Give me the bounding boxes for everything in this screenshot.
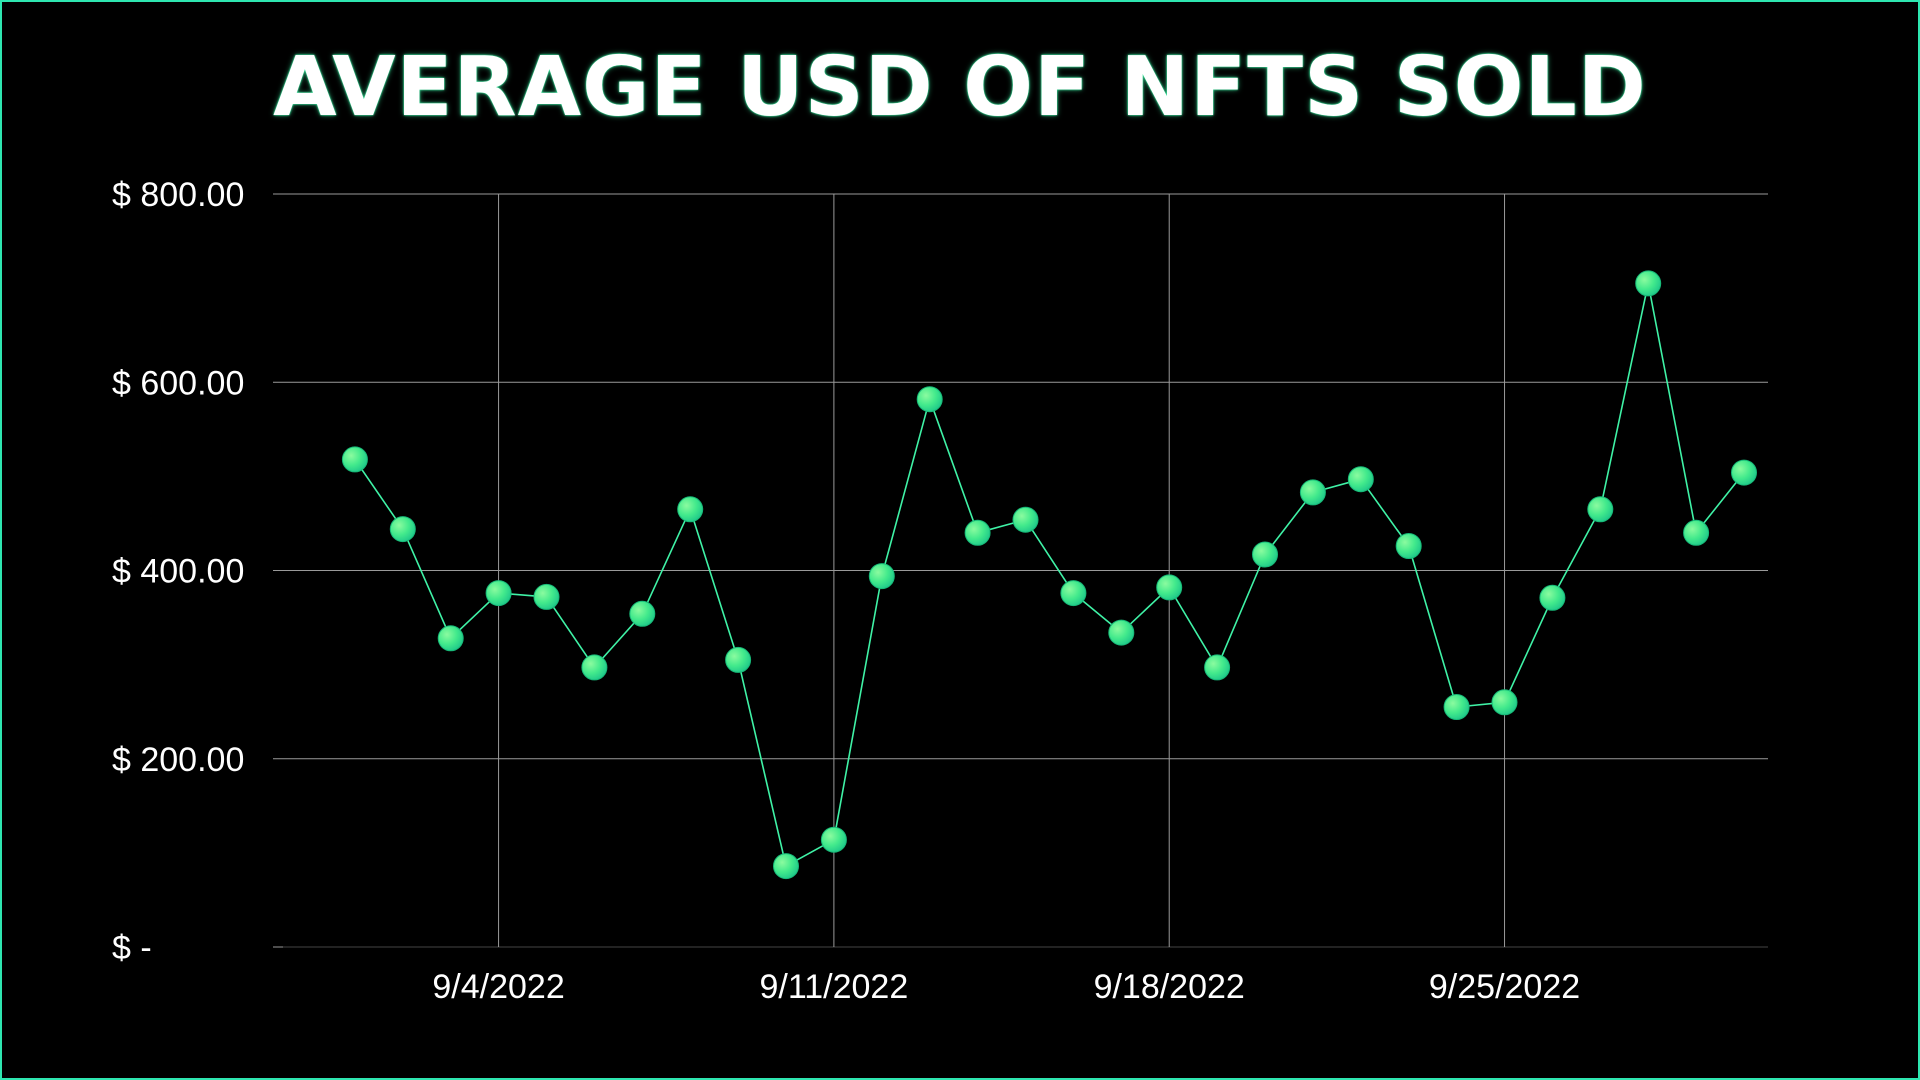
y-tick-label: $ 600.00 [112,364,244,402]
x-tick-label: 9/11/2022 [760,968,909,1006]
grid-layer [283,193,1768,948]
data-point-marker [773,853,799,880]
data-point-marker [1012,506,1039,533]
data-point-marker [1587,496,1614,523]
data-point-marker [1731,459,1757,486]
data-point-marker [1299,479,1326,506]
data-point-marker [1204,654,1231,681]
data-point-marker [820,826,847,853]
data-point-marker [437,625,464,652]
data-point-marker [1683,519,1710,546]
axis-layer: $ - $ 200.00 $ 400.00 $ 600.00 $ 800.00 9/4/2… [112,176,1580,1006]
data-point-marker [1347,466,1374,493]
data-point-marker [341,446,368,473]
data-point-marker [1060,580,1087,607]
data-point-marker [916,386,943,413]
x-tick-label: 9/18/2022 [1094,968,1245,1006]
data-point-marker [868,563,895,590]
data-point-marker [1539,584,1566,611]
data-point-marker [964,519,991,546]
data-point-marker [1156,574,1183,601]
y-tick-label: $ 200.00 [112,741,244,779]
data-point-marker [1395,533,1422,559]
x-tick-label: 9/4/2022 [432,968,564,1006]
series-line-layer [354,282,1745,867]
data-point-marker [1443,694,1470,720]
data-point-marker [533,583,560,610]
data-point-marker [485,580,512,607]
y-tick-label: $ 400.00 [112,553,244,591]
data-point-marker [581,654,608,681]
data-point-marker [629,600,656,627]
data-point-marker [1252,541,1278,568]
data-point-marker [1635,270,1662,297]
series-line [354,282,1745,867]
x-tick-label: 9/25/2022 [1429,968,1580,1006]
data-point-marker [1491,689,1518,716]
data-point-marker [725,646,752,673]
y-tick-label: $ 800.00 [112,176,244,214]
y-tick-label: $ - [112,929,152,967]
data-point-marker [1108,619,1135,646]
data-point-marker [677,496,704,523]
chart-title: AVERAGE USD OF NFTS SOLD [273,40,1647,135]
marker-layer [341,270,1757,880]
data-point-marker [389,516,416,543]
